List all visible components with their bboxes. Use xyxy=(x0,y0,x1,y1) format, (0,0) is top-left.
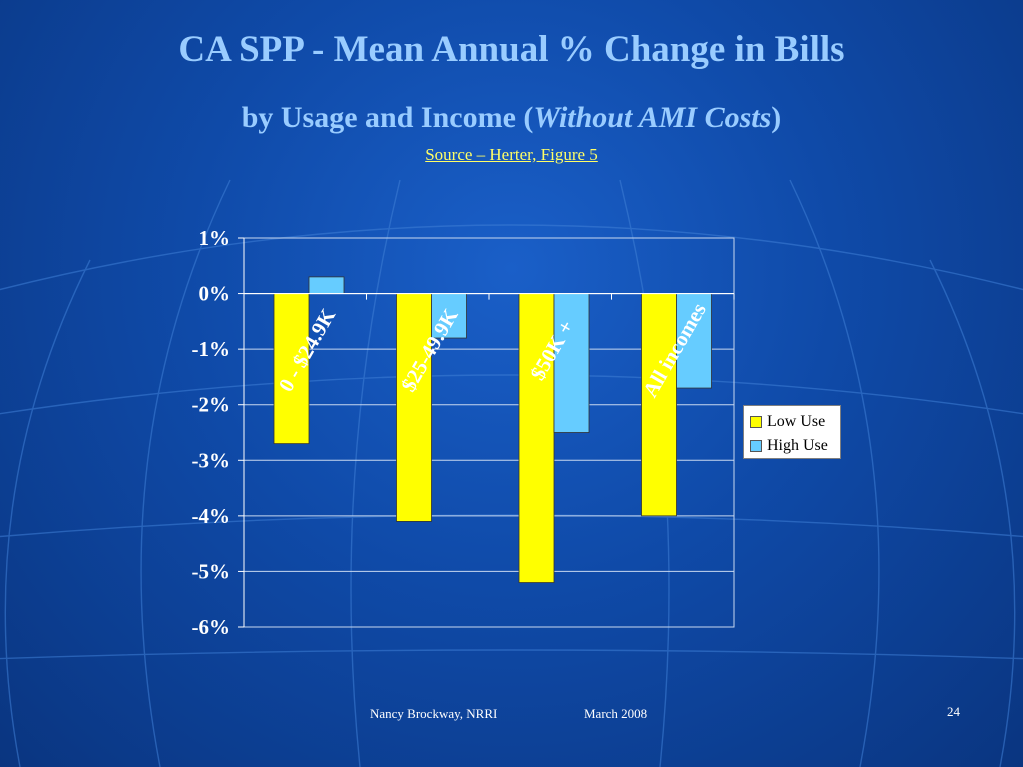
subtitle-italic: Without AMI Costs xyxy=(533,101,772,134)
legend: Low Use High Use xyxy=(743,405,841,459)
y-axis: 1% 0% -1% -2% -3% -4% -5% -6% xyxy=(192,226,245,639)
bar-low-use xyxy=(273,293,310,445)
y-tick-label: -1% xyxy=(192,337,231,361)
legend-item-low-use: Low Use xyxy=(750,410,840,434)
y-tick-label: -3% xyxy=(192,448,231,472)
slide-subtitle: by Usage and Income (Without AMI Costs) xyxy=(0,98,1023,138)
bar-low-use xyxy=(396,293,432,522)
bar-high-use xyxy=(553,293,590,433)
subtitle-suffix: ) xyxy=(771,101,782,134)
subtitle-prefix: by Usage and Income ( xyxy=(241,101,534,134)
legend-swatch-high-use xyxy=(750,440,762,452)
y-tick-label: -6% xyxy=(192,615,231,639)
bar-high-use xyxy=(308,276,345,294)
legend-item-high-use: High Use xyxy=(750,434,840,458)
footer-author: Nancy Brockway, NRRI xyxy=(370,706,498,721)
legend-label-low-use: Low Use xyxy=(767,413,826,430)
bar-low-use xyxy=(518,293,555,583)
y-tick-label: 1% xyxy=(199,226,231,250)
slide-title: CA SPP - Mean Annual % Change in Bills xyxy=(178,29,845,70)
y-tick-label: 0% xyxy=(199,282,231,306)
bar-high-use xyxy=(676,293,712,389)
y-tick-label: -2% xyxy=(192,393,231,417)
footer-date: March 2008 xyxy=(584,706,648,721)
legend-label-high-use: High Use xyxy=(767,437,828,454)
legend-swatch-low-use xyxy=(750,416,762,428)
source-link[interactable]: Source – Herter, Figure 5 xyxy=(425,145,598,164)
y-tick-label: -4% xyxy=(192,504,231,528)
y-tick-label: -5% xyxy=(192,559,231,583)
bars xyxy=(244,276,735,583)
page-number: 24 xyxy=(947,704,960,719)
bar-low-use xyxy=(641,293,677,517)
